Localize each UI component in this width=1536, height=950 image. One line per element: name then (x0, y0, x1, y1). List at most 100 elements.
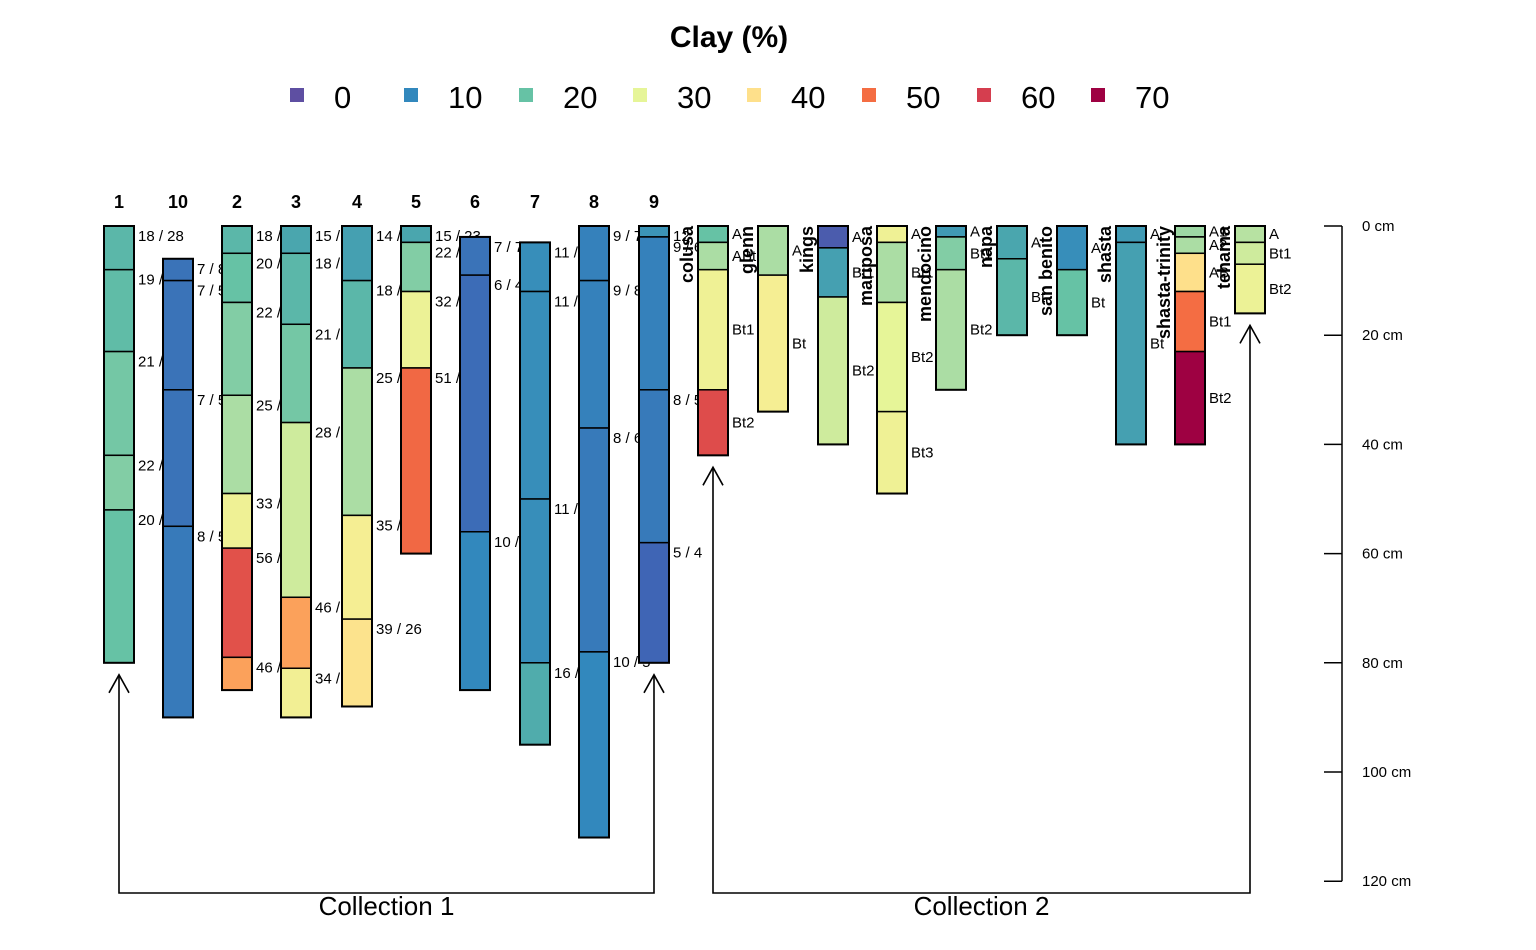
bracket-arrowhead (702, 465, 724, 486)
profile-outline (519, 241, 551, 746)
profile-id: 6 (470, 192, 480, 212)
collection-bracket: Collection 1 (108, 673, 665, 921)
horizon-label: 22 / (138, 457, 164, 474)
legend-swatch (1091, 88, 1105, 102)
horizon (935, 236, 967, 271)
horizon (221, 225, 253, 255)
horizon (996, 258, 1028, 336)
horizon-label: A (792, 243, 802, 260)
horizon (1174, 290, 1206, 353)
horizon (876, 410, 908, 495)
horizon (341, 279, 373, 369)
horizon-label: 5 / 4 (673, 545, 702, 562)
axis-tick-label: 80 cm (1362, 655, 1403, 672)
legend-swatch (862, 88, 876, 102)
horizon (459, 274, 491, 533)
horizon (697, 268, 729, 391)
horizon (341, 618, 373, 708)
horizon-label: Bt (1091, 294, 1106, 311)
horizon (162, 279, 194, 391)
profile-id: 2 (232, 192, 242, 212)
horizon (876, 225, 908, 244)
horizon (817, 247, 849, 298)
profile-outline (638, 225, 670, 664)
profile-id: 1 (114, 192, 124, 212)
horizon (280, 596, 312, 670)
horizon-label: Bt2 (732, 415, 755, 432)
horizon (103, 225, 135, 271)
profile-10: 7 / 8 7 / 5 7 / 5 8 / 5 10 (162, 192, 226, 719)
horizon (519, 241, 551, 293)
legend-swatch (747, 88, 761, 102)
horizon (459, 236, 491, 276)
horizon-label: 19 / (138, 272, 164, 289)
legend-swatch (290, 88, 304, 102)
axis-tick-label: 20 cm (1362, 327, 1403, 344)
profile-outline (341, 225, 373, 708)
horizon (103, 350, 135, 457)
bracket-arrowhead (643, 673, 665, 694)
profile-id: shasta-trinity (1154, 226, 1174, 339)
horizon (996, 225, 1028, 260)
horizon (103, 509, 135, 664)
horizon-label: 11 / (554, 294, 579, 311)
profile-id: 9 (649, 192, 659, 212)
horizon-label: Bt2 (1209, 390, 1232, 407)
horizon-label: A (852, 229, 862, 246)
horizon-label: 28 / (315, 425, 341, 442)
profile-id: mariposa (856, 225, 876, 306)
profile-id: 5 (411, 192, 421, 212)
profile-6: 7 / 7 6 / 4 10 / 6 (459, 192, 523, 692)
horizon (638, 236, 670, 391)
horizon (280, 225, 312, 255)
bracket-arrowhead (1239, 323, 1261, 344)
horizon (221, 656, 253, 691)
horizon (400, 290, 432, 369)
axis-tick-label: 0 cm (1362, 218, 1395, 235)
profile-id: 4 (352, 192, 362, 212)
horizon (221, 492, 253, 549)
horizon-label: ABt (732, 248, 757, 265)
horizon-label: AB (1209, 264, 1229, 281)
legend-swatch (519, 88, 533, 102)
profile-outline (935, 225, 967, 391)
horizon-label: 7 / 7 (494, 239, 523, 256)
horizon-label: 20 / (138, 512, 164, 529)
horizon (103, 454, 135, 511)
horizon (221, 547, 253, 659)
horizon-label: 22 / (256, 304, 282, 321)
depth-axis: 0 cm 20 cm 40 cm 60 cm 80 cm 100 cm 120 cm (1324, 218, 1411, 890)
legend-item: 0 (290, 80, 351, 115)
horizon-label: Bt1 (852, 264, 875, 281)
legend: 0 10 20 30 40 50 60 70 (290, 80, 1169, 115)
horizon-label: Bt (1150, 335, 1165, 352)
horizon (817, 225, 849, 249)
horizon-label: 51 / (435, 370, 461, 387)
horizon (280, 421, 312, 599)
horizon (221, 394, 253, 495)
horizon (876, 301, 908, 413)
horizon (935, 268, 967, 391)
legend-item: 10 (404, 80, 482, 115)
horizon (280, 667, 312, 719)
legend-label: 30 (677, 80, 711, 115)
horizon (697, 241, 729, 271)
profile-outline (1056, 225, 1088, 337)
horizon-label: 56 / (256, 550, 282, 567)
horizon (1234, 225, 1266, 244)
profile-glenn: A Bt glenn (737, 225, 807, 413)
horizon (578, 225, 610, 282)
legend-label: 20 (563, 80, 597, 115)
profile-9: 129 / 6 8 / 5 5 / 4 9 (638, 192, 702, 664)
profile-id: 3 (291, 192, 301, 212)
horizon (1234, 263, 1266, 315)
profile-outline (280, 225, 312, 719)
horizon (162, 525, 194, 719)
horizon-label: 9 / 8 (613, 283, 642, 300)
horizon (638, 389, 670, 544)
legend-label: 60 (1021, 80, 1055, 115)
profile-tehama: A Bt1 Bt2 tehama (1214, 225, 1292, 315)
horizon (280, 323, 312, 424)
horizon-label: Bt2 (911, 349, 934, 366)
horizon (1056, 225, 1088, 271)
